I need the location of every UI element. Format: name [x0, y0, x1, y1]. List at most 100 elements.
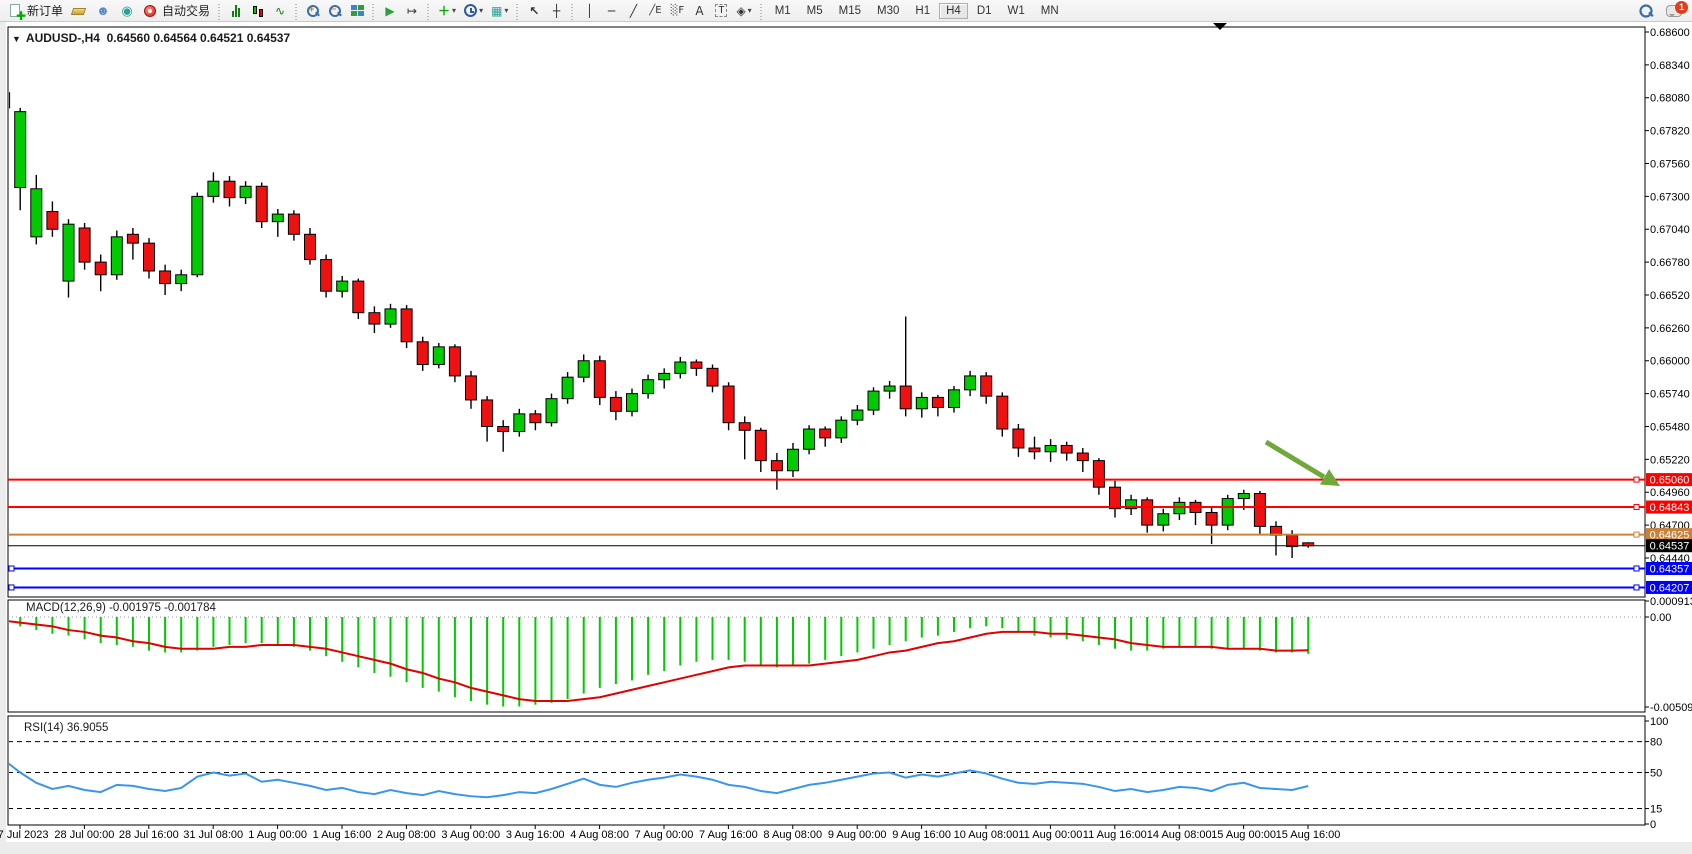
zoom-out-icon: − — [328, 4, 342, 18]
time-tick-label: 1 Aug 00:00 — [248, 829, 307, 841]
zoom-in-icon: + — [306, 4, 320, 18]
bear-candle — [1092, 460, 1105, 488]
shift-marker[interactable] — [1213, 23, 1227, 30]
rsi-line — [9, 762, 1309, 799]
line-chart-button[interactable]: ∿ — [270, 1, 290, 21]
notifications-button[interactable]: 1 — [1663, 1, 1688, 21]
shapes-button[interactable]: ◈ ▾ — [733, 1, 754, 21]
bear-candle — [722, 385, 735, 424]
auto-trading-button[interactable]: 自动交易 — [140, 1, 213, 21]
chart-canvas[interactable]: 0.68600 0.68340 0.68080 0.67820 0.67560 0.673… — [0, 22, 1692, 849]
price-badge-label: 0.64843 — [1650, 502, 1690, 514]
hline-0.64843[interactable]: 0.64843 — [8, 500, 1692, 515]
zoom-in-button[interactable]: + — [303, 1, 323, 21]
auto-scroll-button[interactable]: ▶ — [380, 1, 400, 21]
time-tick-label: 3 Aug 00:00 — [441, 829, 500, 841]
line-handle[interactable] — [1633, 476, 1640, 483]
arrow-annotation[interactable] — [1264, 439, 1340, 486]
tile-windows-button[interactable] — [347, 1, 367, 21]
bear-candle — [738, 422, 751, 431]
time-tick-label: 8 Aug 08:00 — [763, 829, 822, 841]
hline-0.64537[interactable]: 0.64537 — [8, 539, 1692, 553]
chart-title: ▼ AUDUSD-,H4 0.64560 0.64564 0.64521 0.64… — [12, 31, 290, 45]
cursor-button[interactable]: ↖ — [524, 1, 544, 21]
rsi-tick-label: 100 — [1650, 716, 1668, 728]
macd-plot — [9, 616, 1644, 707]
line-handle[interactable] — [1633, 531, 1640, 538]
chart-shift-button[interactable]: ↦ — [402, 1, 422, 21]
price-tick-label: 0.66000 — [1650, 356, 1690, 368]
macd-axis[interactable]: 0.000913 0.00 -0.005093 — [1645, 596, 1692, 714]
trendline-button[interactable]: ╱ — [623, 1, 643, 21]
candlestick-chart-button[interactable] — [248, 1, 268, 21]
timeframe-m5[interactable]: M5 — [806, 4, 823, 17]
timeframe-m1[interactable]: M1 — [774, 4, 791, 17]
chat-bubble-icon: 1 — [1666, 1, 1688, 17]
rsi-label: RSI(14) 36.9055 — [24, 722, 109, 734]
bar-chart-button[interactable] — [226, 1, 246, 21]
timeframe-h1[interactable]: H1 — [915, 4, 931, 17]
hline-0.65060[interactable]: 0.65060 — [8, 473, 1692, 487]
gold-button[interactable] — [68, 1, 90, 21]
text-tool-button[interactable]: A — [689, 1, 709, 21]
bull-candle — [577, 360, 590, 378]
rsi-tick-label: 80 — [1650, 737, 1662, 749]
bull-candle — [62, 223, 75, 282]
hline-0.64207[interactable]: 0.64207 — [8, 580, 1692, 595]
rsi-axis[interactable]: 100 80 50 15 0 — [1645, 716, 1668, 831]
signal-button[interactable]: ◉ — [116, 1, 138, 21]
bull-candle — [964, 375, 977, 391]
chart-window[interactable]: 0.68600 0.68340 0.68080 0.67820 0.67560 0.673… — [0, 22, 1692, 849]
price-badge — [1646, 580, 1692, 594]
line-handle[interactable] — [8, 565, 15, 572]
trendline-icon: ╱ — [629, 3, 638, 18]
hline-0.64625[interactable]: 0.64625 — [8, 528, 1692, 542]
bull-candle — [384, 308, 397, 325]
toolbar-separator — [514, 1, 522, 20]
bear-candle — [996, 395, 1009, 430]
indicators-button[interactable]: ＋ ▾ — [435, 1, 459, 21]
indicators-plus-icon: ＋ — [438, 3, 451, 18]
time-tick-label: 1 Aug 16:00 — [313, 829, 372, 841]
timeframe-w1[interactable]: W1 — [1007, 4, 1025, 17]
bear-candle — [1076, 452, 1089, 462]
text-label-button[interactable]: T — [711, 1, 731, 21]
bull-candle — [626, 393, 638, 412]
line-handle[interactable] — [8, 584, 15, 591]
symbol-dropdown-icon[interactable]: ▼ — [12, 34, 21, 44]
fibonacci-button[interactable]: ╱E — [645, 1, 665, 21]
bull-candle — [30, 188, 43, 238]
vertical-line-button[interactable]: │ — [579, 1, 599, 21]
timeframe-m15[interactable]: M15 — [838, 4, 862, 17]
price-axis[interactable]: 0.68600 0.68340 0.68080 0.67820 0.67560 0.673… — [1645, 27, 1690, 565]
price-tick-label: 0.65740 — [1650, 389, 1690, 401]
new-order-button[interactable]: ✚ 新订单 — [5, 1, 66, 22]
hline-0.64357[interactable]: 0.64357 — [8, 561, 1692, 576]
line-handle[interactable] — [1633, 504, 1640, 511]
toolbar-separator — [757, 1, 765, 20]
price-tick-label: 0.67560 — [1650, 158, 1690, 170]
periods-button[interactable]: ▾ — [461, 1, 486, 21]
clock-icon — [464, 4, 478, 17]
time-axis[interactable]: 27 Jul 2023 28 Jul 00:00 28 Jul 16:00 31 Ju… — [0, 825, 1340, 841]
bull-candle — [867, 390, 880, 411]
price-panel[interactable] — [7, 26, 1646, 598]
horizontal-line-button[interactable]: ─ — [601, 1, 621, 21]
timeframe-d1[interactable]: D1 — [976, 4, 992, 17]
account-button[interactable]: ☻ — [92, 1, 114, 21]
zoom-out-button[interactable]: − — [325, 1, 345, 21]
grid-tool-button[interactable]: ░F — [667, 1, 687, 21]
timeframe-m30[interactable]: M30 — [877, 4, 900, 17]
templates-button[interactable]: ▦ ▾ — [488, 1, 511, 21]
timeframe-mn[interactable]: MN — [1040, 4, 1059, 17]
crosshair-button[interactable]: ┼ — [546, 1, 566, 21]
macd-panel[interactable] — [7, 599, 1646, 713]
search-button[interactable] — [1636, 1, 1656, 21]
line-handle[interactable] — [1633, 565, 1640, 572]
timeframe-h4[interactable]: H4 — [939, 2, 968, 19]
line-handle[interactable] — [1633, 584, 1640, 591]
rsi-panel[interactable] — [7, 715, 1646, 826]
toolbar-separator — [370, 1, 378, 20]
bear-candle — [980, 375, 993, 397]
bear-candle — [1253, 493, 1266, 527]
